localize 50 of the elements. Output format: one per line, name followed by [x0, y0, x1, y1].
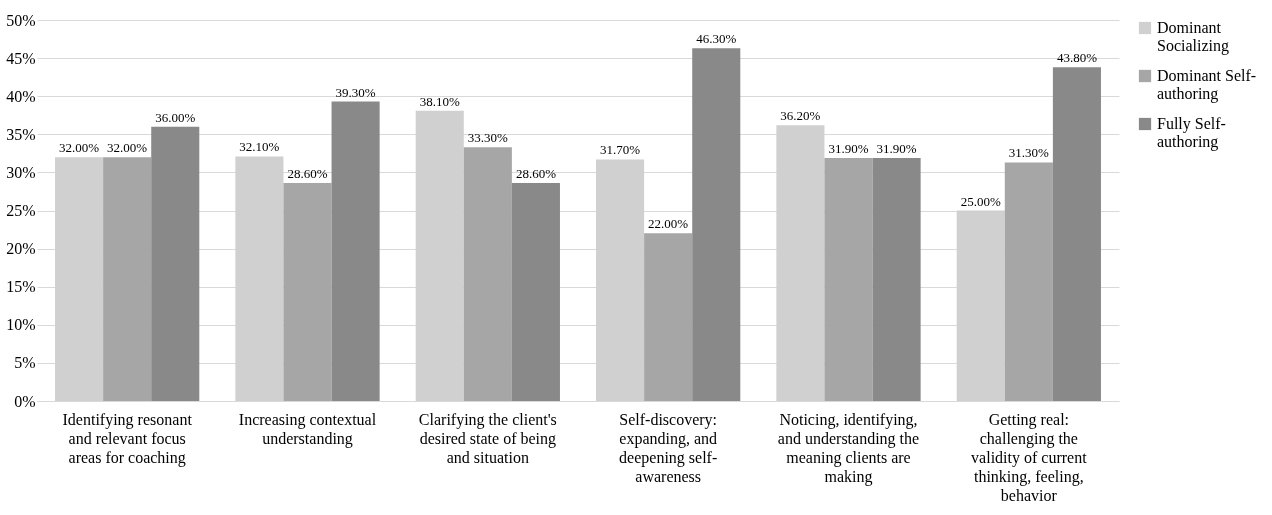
bar	[511, 183, 560, 401]
bar	[331, 101, 380, 401]
data-label: 31.90%	[828, 140, 869, 156]
data-label: 33.30%	[467, 130, 509, 146]
y-tick-label: 25%	[6, 202, 36, 219]
x-tick-label: Self-discovery: expanding, and deepening self-awareness	[619, 410, 718, 485]
y-tick-label: 35%	[6, 125, 36, 143]
data-label: 36.00%	[155, 109, 196, 125]
data-label: 32.10%	[239, 139, 280, 155]
data-label: 32.00%	[107, 140, 148, 156]
data-label: 31.90%	[876, 140, 917, 156]
data-label: 25.00%	[960, 193, 1001, 209]
bar	[1052, 67, 1101, 401]
x-tick-label: Increasing contextual understanding	[238, 410, 377, 448]
bar	[692, 48, 741, 401]
y-tick-label: 50%	[6, 11, 36, 29]
bar	[151, 126, 200, 401]
bar	[1004, 162, 1053, 401]
data-label: 31.30%	[1008, 145, 1050, 161]
x-tick-label: Noticing, identifying, and understanding the meaning clients are making	[777, 410, 920, 486]
data-label: 43.80%	[1056, 50, 1098, 66]
data-label: 22.00%	[648, 216, 689, 232]
y-tick-label: 15%	[6, 278, 36, 296]
data-label: 38.10%	[419, 93, 460, 109]
data-label: 28.60%	[287, 166, 328, 182]
y-tick-label: 20%	[6, 240, 36, 258]
legend-label: Fully Self-authoring	[1157, 115, 1226, 151]
y-tick-label: 5%	[14, 354, 36, 372]
bar	[824, 157, 873, 401]
y-tick-label: 30%	[6, 163, 36, 181]
y-tick-label: 10%	[6, 316, 36, 334]
x-tick-label: Clarifying the client's desired state of being and situation	[418, 410, 557, 466]
bar	[283, 183, 332, 401]
data-label: 32.00%	[59, 140, 100, 156]
data-label: 28.60%	[515, 166, 557, 182]
bar	[103, 157, 152, 401]
data-label: 46.30%	[696, 31, 737, 47]
legend-label: Dominant Self-authoring	[1157, 67, 1257, 103]
bar	[644, 233, 693, 401]
data-label: 39.30%	[335, 84, 376, 100]
x-tick-label: Getting real: challenging the validity of current thinking, feeling, behavior	[971, 410, 1088, 504]
legend-label: Dominant Socializing	[1157, 19, 1229, 55]
y-tick-label: 40%	[6, 87, 36, 105]
bar	[463, 147, 512, 401]
bar	[872, 157, 921, 401]
x-tick-label: Identifying resonant and relevant focus areas for coaching	[62, 410, 193, 467]
data-label: 31.70%	[600, 142, 641, 158]
y-tick-label: 45%	[6, 49, 36, 67]
y-tick-label: 0%	[14, 392, 36, 410]
data-label: 36.20%	[780, 108, 821, 124]
